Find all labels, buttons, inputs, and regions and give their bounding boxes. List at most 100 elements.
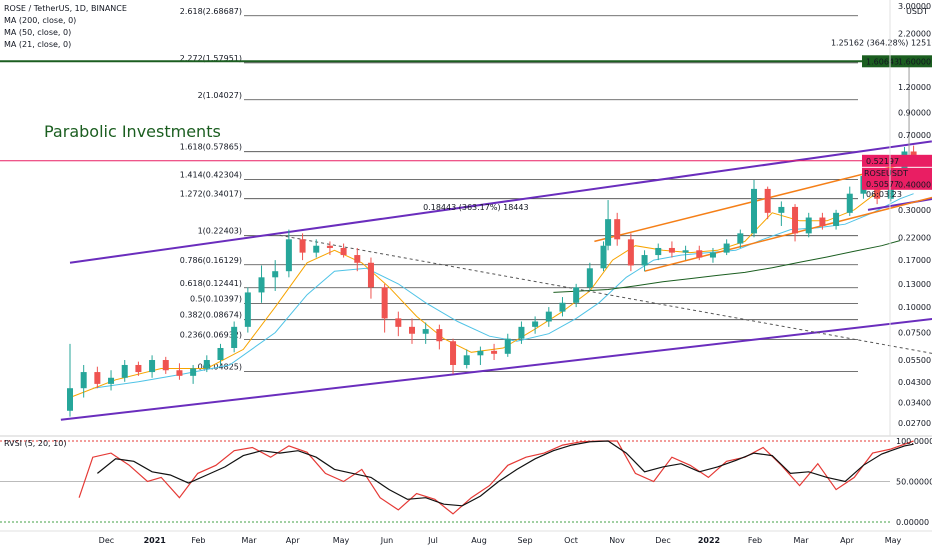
price-tick-label: 0.90000	[898, 109, 931, 118]
time-tick-label: Aug	[471, 536, 487, 545]
rsi-legend[interactable]: RVSI (5, 20, 10)	[4, 439, 66, 448]
last-price-label: 0.50577	[866, 180, 899, 189]
time-tick-label: Feb	[748, 536, 762, 545]
candle-body	[614, 219, 621, 240]
candle-body	[751, 188, 757, 234]
candle-body	[792, 206, 799, 234]
candle-body	[354, 255, 361, 263]
price-tag-label: 0.52197	[866, 157, 899, 166]
fib-level-label: 1.414(0.42304)	[180, 170, 242, 179]
ma-200-legend[interactable]: MA (200, close, 0)	[4, 16, 76, 25]
candle-body	[764, 188, 771, 213]
marker-price-label: 1.60643	[866, 57, 899, 66]
time-tick-label: Feb	[191, 536, 205, 545]
fib-level-label: 2.618(2.68687)	[180, 7, 242, 16]
candle-body	[668, 247, 675, 253]
time-tick-label: Mar	[793, 536, 809, 545]
time-tick-label: Sep	[517, 536, 532, 545]
trendline-purple[interactable]	[60, 316, 932, 421]
fib-level-label: 1.272(0.34017)	[180, 190, 242, 199]
candle-body	[340, 247, 347, 256]
candle-body	[573, 287, 580, 303]
price-tick-label: 0.04300	[898, 378, 931, 387]
price-tick-label: 2.20000	[898, 29, 931, 38]
price-tick-label: 0.17000	[898, 256, 931, 265]
candle-body	[135, 364, 142, 373]
candle-body	[627, 239, 634, 266]
time-tick-label: Apr	[286, 536, 301, 545]
trendline-dashed[interactable]	[279, 234, 932, 374]
candle-body	[217, 347, 224, 361]
candle-body	[231, 326, 238, 348]
candle-body	[833, 212, 840, 226]
candle-body	[67, 388, 73, 411]
price-tick-label: 0.05500	[898, 356, 931, 365]
candle-body	[655, 247, 662, 256]
candle-body	[723, 243, 730, 253]
time-tick-label: 2021	[144, 536, 167, 545]
trendline-purple[interactable]	[867, 184, 932, 211]
candle-body	[203, 360, 210, 369]
candle-body	[436, 329, 443, 342]
fib-level-label: 2.272(1.57951)	[180, 54, 242, 63]
price-tick-label: 1.60000	[898, 58, 931, 67]
candle-body	[559, 302, 566, 312]
rsi-fast-line	[78, 440, 914, 515]
price-unit-label: USDT	[906, 7, 928, 16]
ma-50-line	[92, 193, 914, 389]
candle-body	[272, 271, 279, 278]
fib-level-label: 0.5(0.10397)	[190, 295, 242, 304]
rsi-tick-label: 50.00000	[896, 478, 932, 487]
marker-price-tag	[862, 55, 932, 68]
watermark-text: Parabolic Investments	[44, 122, 221, 141]
time-tick-label: Dec	[655, 536, 670, 545]
fib-level-label: 0.382(0.08674)	[180, 311, 242, 320]
candle-body	[367, 262, 374, 288]
time-tick-label: Apr	[840, 536, 855, 545]
symbol-title: ROSE / TetherUS, 1D, BINANCE	[4, 4, 127, 13]
candle-body	[381, 287, 388, 319]
candle-body	[244, 292, 251, 327]
time-tick-label: Nov	[609, 536, 625, 545]
candle-body	[94, 372, 101, 384]
rsi-pane[interactable]: 100.00000 50.00000 0.00000	[0, 435, 932, 527]
candle-body	[450, 341, 457, 365]
candle-body	[285, 239, 292, 272]
price-tick-label: 3.00000	[898, 2, 931, 11]
trendline-purple[interactable]	[69, 140, 932, 264]
time-tick-label: Dec	[99, 536, 114, 545]
candle-body	[737, 233, 744, 244]
price-tick-label: 0.02700	[898, 419, 931, 428]
time-tick-label: Jun	[380, 536, 394, 545]
candle-body	[586, 268, 593, 288]
rsi-tick-label: 0.00000	[896, 518, 929, 527]
fib-level-label: 1(0.22403)	[198, 227, 242, 236]
candle-body	[80, 372, 87, 389]
candle-body	[545, 311, 552, 322]
time-tick-label: May	[885, 536, 902, 545]
fib-level-label: 0.618(0.12441)	[180, 279, 242, 288]
price-tick-label: 0.22000	[898, 233, 931, 242]
price-tick-label: 1.20000	[898, 83, 931, 92]
price-tick-label: 0.70000	[898, 131, 931, 140]
candle-body	[477, 350, 484, 356]
rsi-slow-line	[97, 440, 914, 507]
candle-body	[108, 377, 115, 384]
candle-body	[709, 252, 716, 258]
candle-body	[121, 364, 128, 378]
ma-21-legend[interactable]: MA (21, close, 0)	[4, 40, 71, 49]
ma-50-legend[interactable]: MA (50, close, 0)	[4, 28, 71, 37]
candle-body	[504, 338, 511, 354]
candle-body	[491, 350, 498, 354]
time-tick-label: Mar	[241, 536, 257, 545]
price-tick-label: 0.10000	[898, 303, 931, 312]
candle-body	[682, 250, 689, 253]
measure-annotation: 0.18443 (363.17%) 18443	[423, 203, 528, 212]
candle-body	[696, 250, 703, 258]
candle-body	[258, 277, 265, 293]
price-tick-label: 0.13000	[898, 280, 931, 289]
ma-200-line	[553, 240, 901, 293]
fib-level-label: 0.786(0.16129)	[180, 256, 242, 265]
